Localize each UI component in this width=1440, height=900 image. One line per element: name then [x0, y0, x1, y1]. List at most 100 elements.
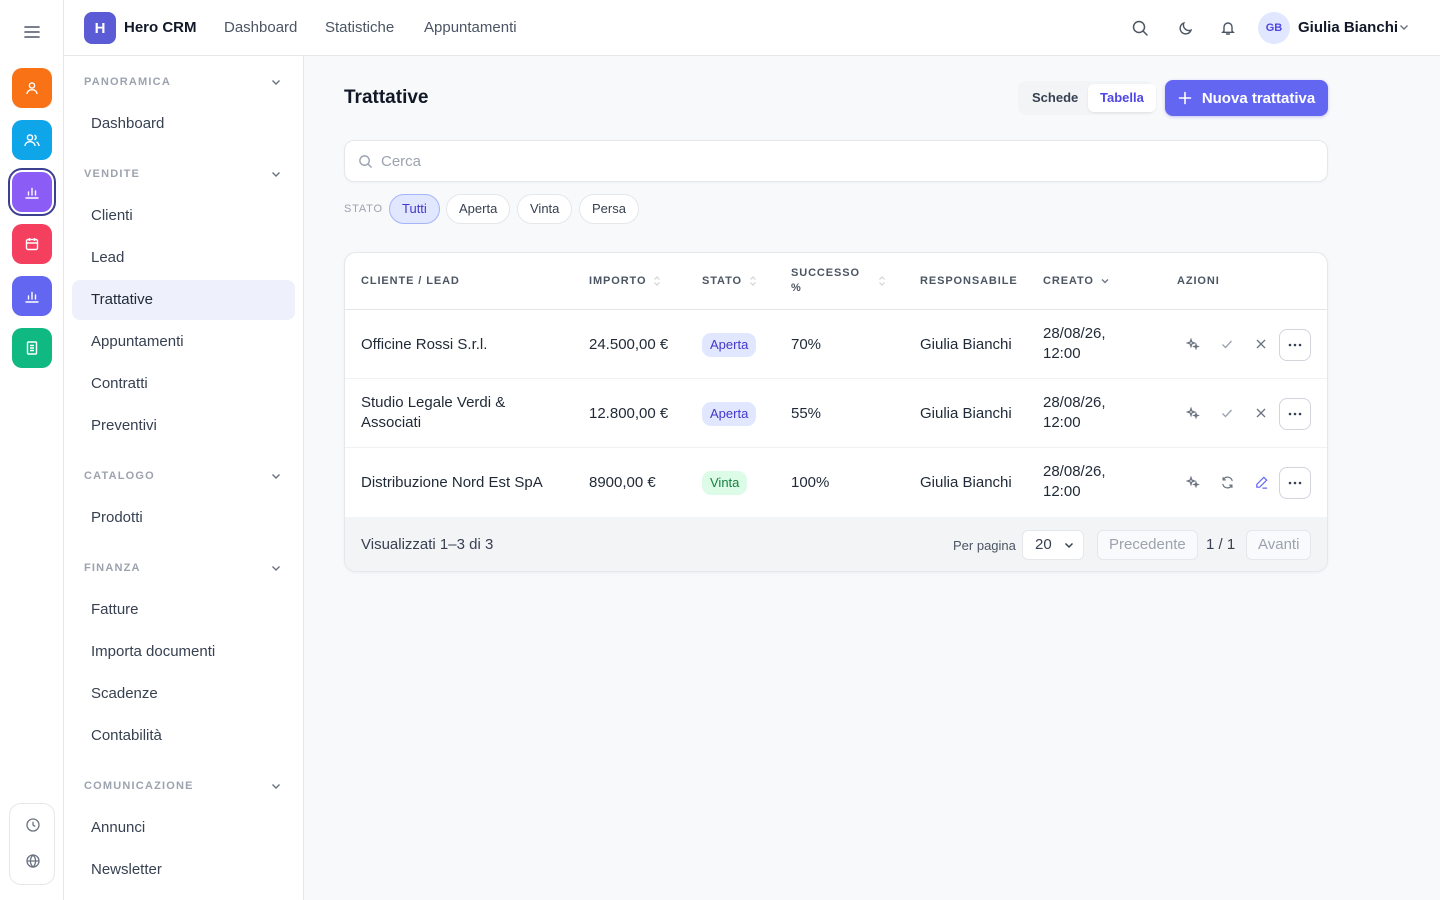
topnav-statistiche[interactable]: Statistiche	[325, 19, 395, 36]
column-header-owner[interactable]: RESPONSABILE	[920, 275, 1018, 287]
clock-icon[interactable]	[25, 817, 41, 833]
new-deal-label: Nuova trattativa	[1201, 89, 1316, 107]
cell-amount: 12.800,00 €	[589, 404, 669, 422]
more-actions-button[interactable]	[1279, 398, 1311, 430]
chevron-down-icon[interactable]	[1397, 20, 1411, 34]
topnav-dashboard[interactable]: Dashboard	[224, 19, 298, 36]
globe-icon[interactable]	[25, 853, 41, 869]
cell-client[interactable]: Officine Rossi S.r.l.	[361, 335, 488, 353]
cell-created: 28/08/26, 12:00	[1043, 394, 1106, 431]
sparkle-icon[interactable]	[1185, 475, 1202, 491]
search-input[interactable]	[381, 141, 1301, 181]
sparkle-icon[interactable]	[1185, 337, 1202, 353]
filter-chip-aperta[interactable]: Aperta	[446, 194, 511, 224]
sidebar-item-newsletter[interactable]: Newsletter	[91, 861, 162, 878]
avatar[interactable]: GB	[1258, 12, 1290, 44]
moon-icon[interactable]	[1176, 18, 1196, 38]
app-name[interactable]: Hero CRM	[124, 19, 197, 36]
cell-client[interactable]: Studio Legale Verdi & Associati	[361, 394, 506, 431]
table-row[interactable]: Distribuzione Nord Est SpA 8900,00 € Vin…	[345, 448, 1327, 517]
previous-page-button[interactable]: Precedente	[1097, 530, 1198, 560]
cell-success: 70%	[791, 335, 822, 353]
more-actions-button[interactable]	[1279, 467, 1311, 499]
cell-status: Vinta	[702, 448, 748, 517]
rail-app-user[interactable]	[12, 68, 52, 108]
column-header-client[interactable]: CLIENTE / LEAD	[361, 275, 460, 287]
cell-created: 28/08/26, 12:00	[1043, 463, 1106, 500]
close-icon[interactable]	[1254, 337, 1270, 353]
chevron-down-icon[interactable]	[269, 167, 283, 181]
section-title-comunicazione: COMUNICAZIONE	[84, 780, 194, 792]
filter-chip-tutti[interactable]: Tutti	[389, 194, 440, 224]
status-badge: Vinta	[702, 470, 748, 495]
per-page-select[interactable]: 20	[1022, 530, 1084, 560]
sidebar-item-contabilita[interactable]: Contabilità	[91, 727, 162, 744]
pagination-summary: Visualizzati 1–3 di 3	[361, 536, 494, 553]
new-deal-button[interactable]: Nuova trattativa	[1165, 80, 1328, 116]
view-toggle-cards[interactable]: Schede	[1032, 90, 1079, 105]
search-icon[interactable]	[1130, 18, 1150, 38]
cell-success: 100%	[791, 473, 830, 491]
per-page-label: Per pagina	[953, 538, 1016, 553]
hamburger-menu-icon[interactable]	[20, 20, 44, 44]
cell-amount: 24.500,00 €	[589, 335, 669, 353]
sidebar-item-lead[interactable]: Lead	[91, 249, 125, 266]
table-row[interactable]: Officine Rossi S.r.l. 24.500,00 € Aperta…	[345, 310, 1327, 379]
sidebar-item-contratti[interactable]: Contratti	[91, 375, 148, 392]
view-toggle-table[interactable]: Tabella	[1088, 84, 1156, 112]
sidebar-item-annunci[interactable]: Annunci	[91, 819, 146, 836]
cell-owner: Giulia Bianchi	[920, 404, 1012, 422]
section-title-finanza: FINANZA	[84, 562, 141, 574]
rail-app-users[interactable]	[12, 120, 52, 160]
sidebar-item-scadenze[interactable]: Scadenze	[91, 685, 158, 702]
table-row[interactable]: Studio Legale Verdi & Associati 12.800,00…	[345, 379, 1327, 448]
filter-chip-vinta[interactable]: Vinta	[517, 194, 573, 224]
bar-chart-icon	[25, 187, 39, 199]
user-name[interactable]: Giulia Bianchi	[1298, 19, 1399, 36]
sparkle-icon[interactable]	[1185, 406, 1202, 422]
sidebar-item-fatture[interactable]: Fatture	[91, 601, 139, 618]
section-title-catalogo: CATALOGO	[84, 470, 155, 482]
rail-app-calendar[interactable]	[12, 224, 52, 264]
chevron-down-icon[interactable]	[269, 75, 283, 89]
next-page-button[interactable]: Avanti	[1246, 530, 1312, 560]
bell-icon[interactable]	[1218, 18, 1238, 38]
search-icon	[358, 154, 374, 170]
view-toggle: Schede Tabella	[1018, 81, 1156, 115]
sidebar-item-trattative[interactable]: Trattative	[72, 280, 295, 320]
cell-client[interactable]: Distribuzione Nord Est SpA	[361, 473, 543, 491]
chevron-down-icon[interactable]	[269, 779, 283, 793]
column-header-success[interactable]: SUCCESSO%	[791, 253, 887, 309]
topnav-appuntamenti[interactable]: Appuntamenti	[424, 19, 517, 36]
header-divider	[345, 309, 1327, 310]
sort-icon	[879, 276, 885, 286]
check-icon[interactable]	[1220, 406, 1236, 422]
deals-table: CLIENTE / LEAD IMPORTO STATO SUCCESSO% R…	[344, 252, 1328, 572]
sidebar-item-preventivi[interactable]: Preventivi	[91, 417, 157, 434]
column-header-status[interactable]: STATO	[702, 253, 758, 309]
app-logo[interactable]: H	[84, 12, 116, 44]
more-actions-button[interactable]	[1279, 329, 1311, 361]
sidebar-item-prodotti[interactable]: Prodotti	[91, 509, 143, 526]
check-icon[interactable]	[1220, 337, 1236, 353]
rail-app-stats[interactable]	[12, 276, 52, 316]
rail-app-docs[interactable]	[12, 328, 52, 368]
calendar-icon	[25, 238, 39, 251]
sidebar-item-clienti[interactable]: Clienti	[91, 207, 133, 224]
close-icon[interactable]	[1254, 406, 1270, 422]
sidebar: PANORAMICA Dashboard VENDITE Clienti Lea…	[64, 56, 304, 900]
chevron-down-icon[interactable]	[269, 561, 283, 575]
sidebar-item-dashboard[interactable]: Dashboard	[91, 115, 165, 132]
column-header-created[interactable]: CREATO	[1043, 253, 1110, 309]
chevron-down-icon[interactable]	[269, 469, 283, 483]
edit-icon[interactable]	[1254, 475, 1270, 491]
sidebar-item-importa-documenti[interactable]: Importa documenti	[91, 643, 216, 660]
sidebar-item-appuntamenti[interactable]: Appuntamenti	[91, 333, 184, 350]
rail-app-deals[interactable]	[8, 168, 56, 216]
column-header-amount[interactable]: IMPORTO	[589, 253, 662, 309]
status-badge: Aperta	[702, 401, 757, 426]
filter-chip-persa[interactable]: Persa	[579, 194, 639, 224]
refresh-icon[interactable]	[1220, 475, 1236, 491]
more-icon	[1288, 481, 1302, 485]
document-icon	[26, 341, 38, 355]
